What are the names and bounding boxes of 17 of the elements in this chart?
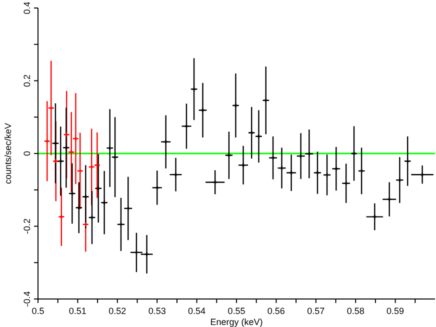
x-tick-label: 0.5 [32,306,44,316]
x-tick-label: 0.56 [267,306,285,316]
x-tick-label: 0.59 [386,306,404,316]
x-tick-label: 0.55 [228,306,246,316]
x-tick-label: 0.54 [188,306,206,316]
x-tick-label: 0.51 [68,306,86,316]
x-tick-label: 0.57 [307,306,325,316]
y-tick-label: 0.2 [22,74,32,88]
y-tick-label: -0.2 [22,218,32,234]
x-tick-label: 0.58 [346,306,364,316]
y-tick-label: 0.4 [22,2,32,14]
x-tick-label: 0.52 [108,306,126,316]
y-axis-title: counts/sec/keV [3,122,14,184]
y-tick-label: 0 [22,150,32,156]
x-tick-label: 0.53 [148,306,166,316]
x-axis-title: Energy (keV) [210,317,263,327]
y-tick-label: -0.4 [22,291,32,307]
